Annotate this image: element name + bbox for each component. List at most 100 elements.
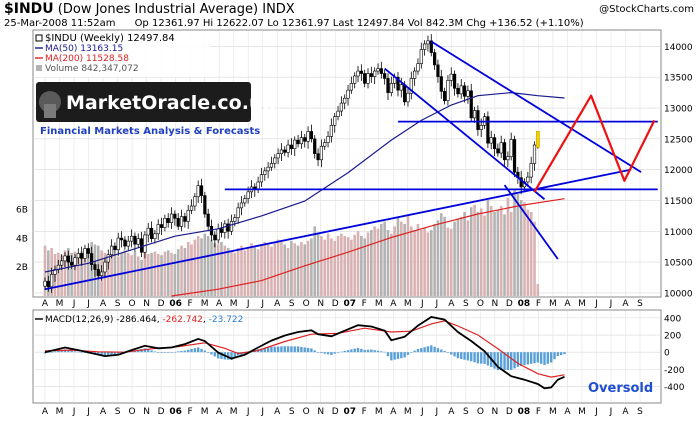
candle-body — [462, 85, 467, 97]
volume-bar — [57, 252, 60, 296]
macd-hist-bar — [373, 350, 376, 353]
macd-hist-bar — [117, 352, 120, 355]
candle-body — [146, 227, 150, 236]
volume-bar — [486, 200, 490, 296]
macd-x-tick-label: A — [448, 407, 455, 417]
candle-body — [439, 76, 443, 92]
macd-hist-bar — [193, 348, 197, 353]
volume-bars — [43, 189, 540, 296]
candle-body — [153, 233, 157, 239]
last-candle-highlight — [535, 131, 540, 148]
candle-body — [336, 110, 340, 117]
volume-bar — [499, 206, 503, 296]
macd-x-tick-label: A — [564, 407, 571, 417]
volume-bar — [256, 249, 260, 296]
price-x-tick-label: J — [72, 299, 76, 309]
price-tick-label: 14000 — [664, 43, 693, 53]
macd-hist-bar — [340, 351, 343, 353]
candle-body — [486, 116, 490, 144]
macd-tick-label: -200 — [664, 366, 685, 376]
volume-bar — [370, 230, 373, 296]
candle-body — [449, 73, 453, 81]
macd-hist-bar — [276, 346, 280, 353]
macd-hist-bar — [480, 352, 483, 364]
volume-bar — [270, 246, 273, 296]
volume-bar — [469, 207, 473, 296]
candle-body — [512, 139, 517, 173]
macd-x-tick-label: D — [158, 407, 165, 417]
price-x-tick-label: A — [216, 299, 223, 309]
price-tick-label: 11500 — [664, 197, 693, 207]
candle-body — [110, 245, 114, 256]
macd-hist-bar — [519, 352, 523, 366]
logo-oracle-figure-body — [44, 104, 56, 118]
volume-bar — [326, 233, 330, 296]
macd-x-tick-label: A — [622, 407, 629, 417]
macd-hist-bar — [97, 352, 100, 355]
macd-hist-bar — [163, 352, 167, 353]
macd-hist-bar — [157, 352, 160, 353]
macd-hist-bar — [453, 352, 456, 357]
volume-bar — [426, 232, 430, 296]
candle-body — [339, 102, 343, 112]
candle-body — [189, 205, 194, 211]
macd-hist-bar — [426, 346, 430, 353]
volume-bar — [429, 230, 433, 296]
macd-hist-bar — [536, 352, 540, 363]
volume-bar — [236, 248, 240, 296]
candle-body — [276, 153, 280, 159]
macd-hist-bar — [153, 351, 157, 353]
volume-bar — [263, 242, 267, 296]
volume-bar — [356, 231, 360, 296]
macd-hist-bar — [103, 352, 107, 357]
volume-bar — [273, 243, 277, 296]
macd-panel-frame — [32, 309, 662, 404]
macd-hist-bar — [559, 352, 563, 356]
candle-body — [100, 271, 104, 276]
candle-body — [476, 110, 480, 130]
price-x-tick-label: S — [637, 299, 643, 309]
volume-bar — [403, 224, 406, 296]
macd-hist-bar — [450, 352, 453, 355]
macd-hist-bar — [526, 352, 530, 365]
candle-body — [106, 254, 110, 263]
volume-bar — [336, 236, 340, 296]
macd-x-tick-label: M — [404, 407, 412, 417]
candle-body — [456, 88, 460, 95]
price-x-tick-label: S — [289, 299, 295, 309]
volume-bar — [67, 248, 70, 296]
macd-hist-bar — [423, 347, 426, 353]
macd-hist-bar — [43, 352, 47, 354]
candle-body — [203, 195, 207, 215]
ma50-line — [44, 91, 565, 273]
price-x-tick-label: D — [158, 299, 165, 309]
volume-bar — [130, 255, 133, 296]
macd-hist-bar — [440, 349, 443, 353]
candle-body — [163, 218, 167, 228]
candle-body — [83, 248, 87, 259]
volume-tick-label: 2B — [16, 263, 28, 273]
macd-hist-bar — [533, 352, 536, 364]
macd-hist-bar — [107, 352, 110, 357]
candle-body — [349, 83, 353, 91]
candle-body — [186, 210, 190, 222]
volume-bar — [400, 221, 403, 296]
candle-body — [269, 163, 274, 168]
candle-body — [139, 238, 144, 253]
volume-bar — [386, 230, 390, 296]
macd-x-tick-label: A — [216, 407, 223, 417]
macd-value: -286.464 — [116, 315, 157, 325]
legend-box — [34, 31, 210, 77]
candle-body — [469, 90, 473, 119]
candle-body — [86, 248, 90, 254]
macd-x-tick-label: J — [420, 407, 424, 417]
candle-body — [356, 70, 360, 77]
volume-bar — [183, 248, 187, 296]
macd-hist-bar — [413, 350, 416, 353]
price-x-tick-label: J — [435, 299, 439, 309]
volume-bar — [143, 250, 147, 296]
index-name: (Dow Jones Industrial Average) — [57, 2, 259, 17]
macd-hist-bar — [293, 346, 296, 353]
price-x-tick-label: A — [42, 299, 49, 309]
macd-hist-bar — [543, 352, 546, 366]
